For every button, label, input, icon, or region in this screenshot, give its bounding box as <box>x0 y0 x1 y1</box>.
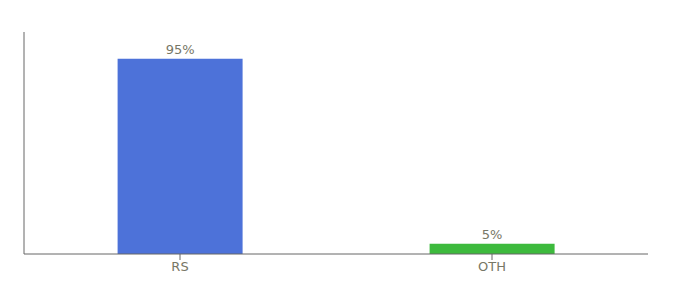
svg-text:OTH: OTH <box>478 259 506 274</box>
svg-text:95%: 95% <box>166 42 195 57</box>
svg-text:RS: RS <box>171 259 188 274</box>
svg-text:5%: 5% <box>482 227 503 242</box>
